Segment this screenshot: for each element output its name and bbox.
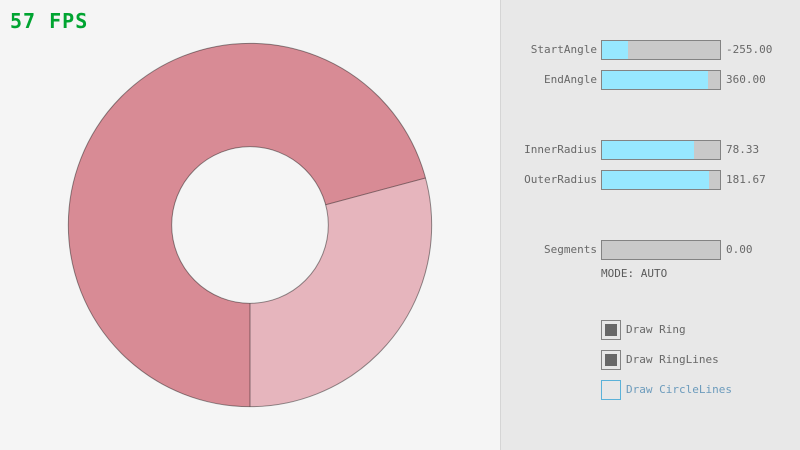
slider-label: StartAngle [530, 43, 597, 56]
slider-value: 360.00 [726, 73, 766, 86]
outerradius-sliderbar[interactable] [601, 170, 721, 190]
slider-fill [602, 41, 628, 59]
slider-fill [602, 171, 709, 189]
slider-row-segments: Segments 0.00 [501, 240, 800, 260]
segments-sliderbar[interactable] [601, 240, 721, 260]
checkbox-draw-ring[interactable]: Draw Ring [501, 320, 800, 340]
control-panel: StartAngle -255.00 EndAngle 360.00 Inner… [500, 0, 800, 450]
slider-row-startangle: StartAngle -255.00 [501, 40, 800, 60]
innerradius-sliderbar[interactable] [601, 140, 721, 160]
checkbox-checkmark [605, 324, 617, 336]
checkbox-box[interactable] [601, 350, 621, 370]
fps-counter: 57 FPS [10, 9, 89, 33]
slider-label: OuterRadius [524, 173, 597, 186]
slider-value: 0.00 [726, 243, 753, 256]
slider-value: -255.00 [726, 43, 773, 56]
checkbox-label: Draw CircleLines [626, 383, 732, 396]
slider-row-outerradius: OuterRadius 181.67 [501, 170, 800, 190]
checkbox-label: Draw RingLines [626, 353, 719, 366]
slider-value: 181.67 [726, 173, 766, 186]
slider-row-endangle: EndAngle 360.00 [501, 70, 800, 90]
checkbox-box[interactable] [601, 320, 621, 340]
checkbox-label: Draw Ring [626, 323, 686, 336]
slider-label: EndAngle [544, 73, 597, 86]
slider-value: 78.33 [726, 143, 760, 156]
checkbox-draw-ringlines[interactable]: Draw RingLines [501, 350, 800, 370]
slider-label: InnerRadius [524, 143, 597, 156]
slider-label: Segments [544, 243, 597, 256]
slider-row-innerradius: InnerRadius 78.33 [501, 140, 800, 160]
startangle-sliderbar[interactable] [601, 40, 721, 60]
endangle-sliderbar[interactable] [601, 70, 721, 90]
checkbox-checkmark [605, 354, 617, 366]
checkbox-draw-circlelines[interactable]: Draw CircleLines [501, 380, 800, 400]
slider-fill [602, 71, 708, 89]
slider-fill [602, 141, 694, 159]
checkbox-box[interactable] [601, 380, 621, 400]
segments-mode-text: MODE: AUTO [601, 267, 668, 280]
